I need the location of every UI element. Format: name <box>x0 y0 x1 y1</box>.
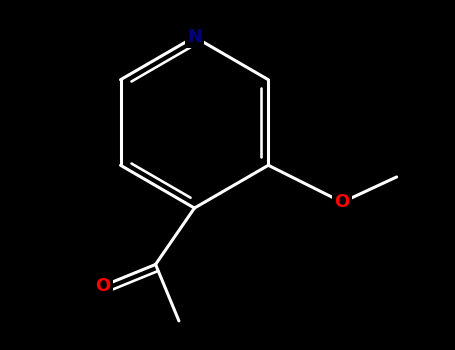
Text: N: N <box>187 28 202 46</box>
Text: O: O <box>96 277 111 295</box>
Text: O: O <box>334 193 350 211</box>
